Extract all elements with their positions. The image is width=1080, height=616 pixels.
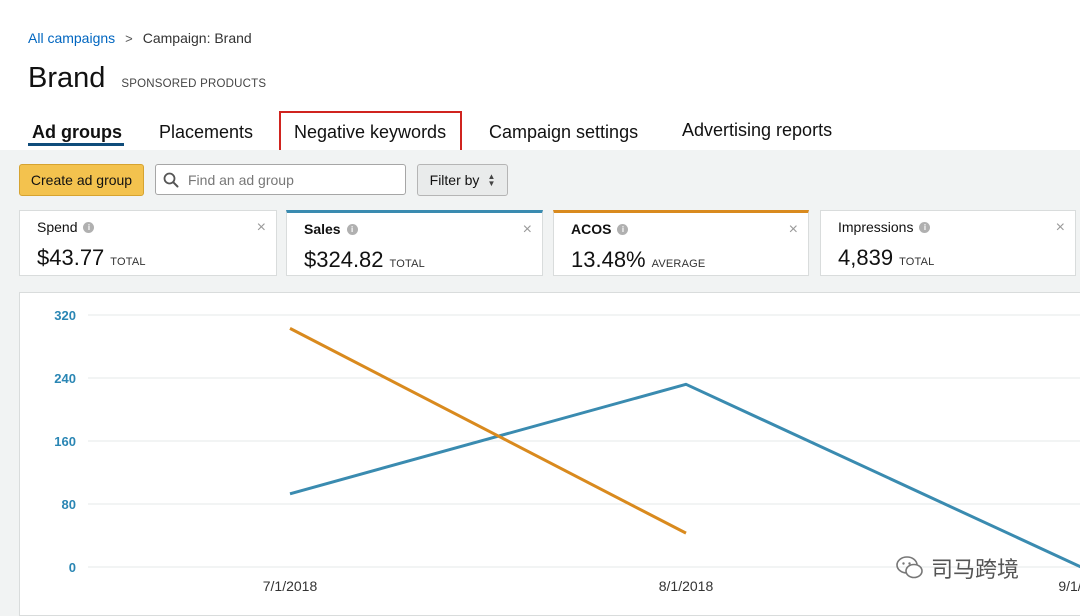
x-tick-label: 7/1/2018 bbox=[263, 578, 318, 594]
create-ad-group-button[interactable]: Create ad group bbox=[19, 164, 144, 196]
page-title: Brand bbox=[28, 62, 106, 94]
info-icon[interactable]: i bbox=[83, 221, 95, 233]
info-icon[interactable]: i bbox=[919, 221, 931, 233]
search-icon bbox=[163, 172, 179, 187]
breadcrumb-current: Campaign: Brand bbox=[142, 30, 252, 46]
x-tick-label: 9/1/ bbox=[1058, 578, 1080, 594]
tab-negative-keywords[interactable]: Negative keywords bbox=[294, 122, 447, 142]
metric-label-text: Sales bbox=[304, 221, 341, 237]
metric-card-impressions[interactable]: Impressions i × 4,839 TOTAL bbox=[820, 210, 1076, 276]
filter-by-dropdown[interactable]: Filter by ▲ ▼ bbox=[417, 164, 508, 196]
tab-advertising-reports[interactable]: Advertising reports bbox=[682, 120, 833, 140]
metric-card-sales[interactable]: Sales i × $324.82 TOTAL bbox=[286, 210, 543, 276]
metric-value: 13.48% AVERAGE bbox=[571, 247, 705, 273]
search-box[interactable] bbox=[155, 164, 406, 195]
metric-value-text: 13.48% bbox=[571, 247, 646, 272]
metric-label: Sales i bbox=[304, 221, 358, 237]
close-icon[interactable]: × bbox=[256, 219, 266, 236]
metric-label: Spend i bbox=[37, 219, 95, 235]
metric-label: Impressions i bbox=[838, 219, 931, 235]
metric-value: $43.77 TOTAL bbox=[37, 245, 146, 271]
campaign-type-label: SPONSORED PRODUCTS bbox=[121, 78, 267, 90]
metric-unit: TOTAL bbox=[389, 258, 425, 270]
metric-unit: AVERAGE bbox=[651, 258, 706, 270]
breadcrumb-all-campaigns-link[interactable]: All campaigns bbox=[28, 30, 116, 46]
close-icon[interactable]: × bbox=[522, 221, 532, 238]
metric-card-spend[interactable]: Spend i × $43.77 TOTAL bbox=[19, 210, 277, 276]
metric-value-text: 4,839 bbox=[838, 245, 894, 270]
y-tick-label: 320 bbox=[54, 308, 76, 323]
metric-unit: TOTAL bbox=[110, 256, 146, 268]
watermark-text: 司马跨境 bbox=[931, 558, 1020, 583]
metric-label-text: Impressions bbox=[838, 219, 914, 235]
series-line-sales bbox=[289, 382, 1080, 569]
metric-label: ACOS i bbox=[571, 221, 629, 237]
tab-placements[interactable]: Placements bbox=[159, 122, 254, 142]
metric-label-text: Spend bbox=[37, 219, 78, 235]
y-tick-label: 160 bbox=[54, 434, 76, 449]
metric-value-text: $324.82 bbox=[304, 247, 384, 272]
info-icon[interactable]: i bbox=[346, 223, 358, 235]
chevron-right-icon: > bbox=[125, 30, 133, 46]
close-icon[interactable]: × bbox=[788, 221, 798, 238]
series-line-acos bbox=[289, 327, 687, 535]
active-tab-indicator bbox=[28, 143, 124, 146]
metric-value-text: $43.77 bbox=[37, 245, 105, 270]
tab-campaign-settings[interactable]: Campaign settings bbox=[489, 122, 639, 142]
watermark: 司马跨境 bbox=[895, 552, 1019, 584]
metric-value: $324.82 TOTAL bbox=[304, 247, 425, 273]
metric-unit: TOTAL bbox=[899, 256, 935, 268]
close-icon[interactable]: × bbox=[1055, 219, 1065, 236]
metric-label-text: ACOS bbox=[571, 221, 612, 237]
x-tick-label: 8/1/2018 bbox=[659, 578, 714, 594]
y-tick-label: 240 bbox=[54, 371, 76, 386]
info-icon[interactable]: i bbox=[617, 223, 629, 235]
metric-value: 4,839 TOTAL bbox=[838, 245, 935, 271]
title-row: Brand SPONSORED PRODUCTS bbox=[28, 62, 266, 95]
header-area bbox=[0, 0, 1080, 150]
filter-by-label: Filter by bbox=[429, 172, 480, 188]
metric-card-acos[interactable]: ACOS i × 13.48% AVERAGE bbox=[553, 210, 809, 276]
y-tick-label: 0 bbox=[69, 560, 76, 575]
sort-arrows-icon: ▲ ▼ bbox=[487, 172, 496, 188]
wechat-icon bbox=[896, 556, 923, 579]
breadcrumb: All campaigns > Campaign: Brand bbox=[28, 30, 252, 46]
tab-ad-groups[interactable]: Ad groups bbox=[32, 122, 122, 142]
search-input[interactable] bbox=[188, 171, 388, 188]
highlight-annotation-box bbox=[279, 111, 462, 154]
y-tick-label: 80 bbox=[62, 497, 76, 512]
